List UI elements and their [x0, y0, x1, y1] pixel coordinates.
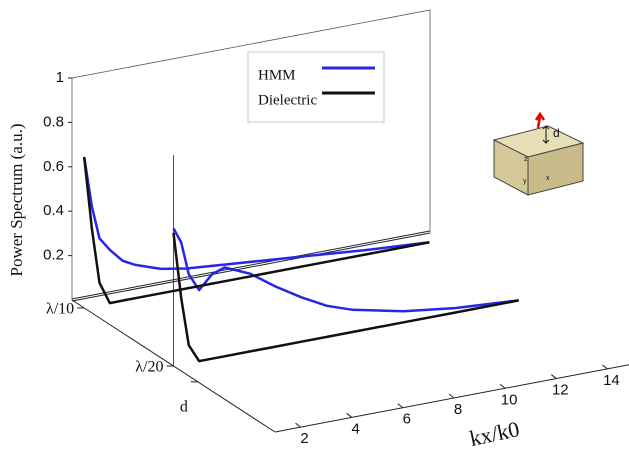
legend-label: HMM	[258, 67, 296, 83]
y-tick-label: 0.6	[43, 158, 64, 175]
x-tick-label: 8	[454, 401, 462, 418]
inset: d z x y	[492, 111, 585, 196]
x-tick-label: 14	[603, 372, 620, 389]
x-tick-label: 2	[300, 430, 308, 447]
inset-side	[527, 142, 584, 196]
depth-tick-label: d	[180, 399, 188, 416]
depth-tick-label: λ/20	[135, 359, 163, 376]
floor-edge	[71, 231, 431, 301]
y-tick-label: 1	[56, 69, 64, 86]
x-tick	[448, 393, 455, 399]
series-line	[172, 232, 519, 363]
x-axis-label: kx/k0	[467, 416, 521, 451]
legend-box	[247, 51, 385, 123]
x-tick-label: 6	[403, 411, 411, 428]
inset-arrow	[534, 111, 546, 129]
x-tick	[346, 413, 353, 418]
x-tick	[397, 403, 404, 409]
y-axis-label: Power Spectrum (a.u.)	[7, 124, 26, 277]
legend: HMM Dielectric	[247, 51, 385, 123]
x-tick-label: 10	[501, 391, 518, 408]
y-tick-label: 0.2	[43, 247, 64, 264]
series-line	[82, 156, 430, 271]
x-axis	[274, 364, 629, 433]
x-tick	[499, 383, 506, 389]
inset-label: z	[524, 156, 528, 163]
x-tick	[295, 422, 301, 428]
series-line	[172, 227, 519, 313]
inset-label: d	[553, 126, 560, 140]
x-tick	[602, 364, 608, 370]
legend-label: Dielectric	[258, 92, 317, 108]
y-tick-label: 0.8	[43, 113, 64, 130]
inset-label: y	[523, 178, 527, 185]
x-tick-label: 4	[352, 420, 360, 437]
x-tick	[550, 374, 557, 379]
series-line	[82, 156, 430, 305]
inset-d-arrow	[542, 125, 550, 144]
y-tick-label: 0.4	[43, 202, 64, 219]
x-tick-label: 12	[552, 382, 569, 399]
inset-label: x	[546, 175, 550, 182]
depth-tick-label: λ/10	[46, 301, 74, 318]
